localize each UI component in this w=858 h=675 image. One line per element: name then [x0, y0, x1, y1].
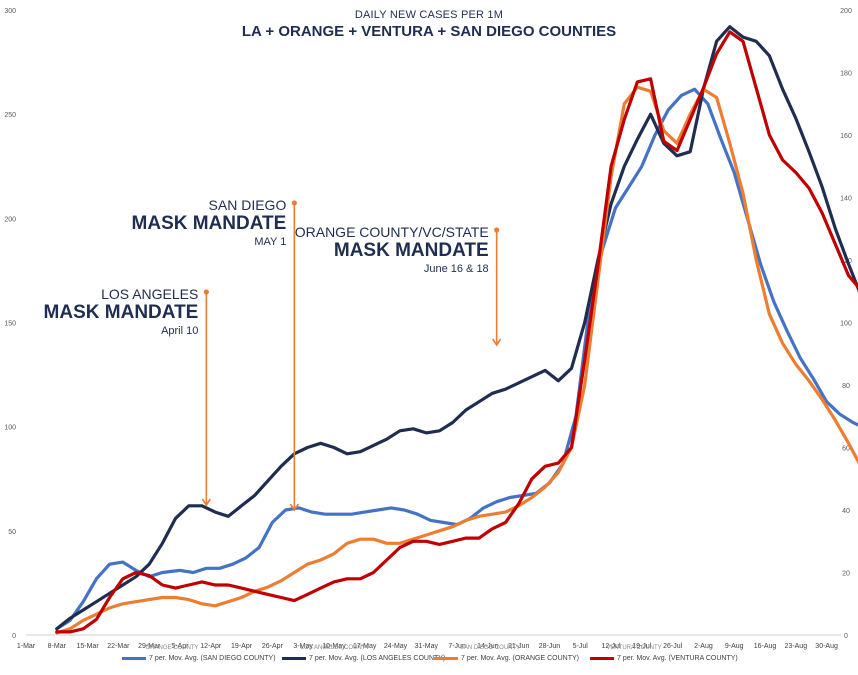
x-tick-label: 26-Jul: [663, 643, 683, 650]
annotation-place: ORANGE COUNTY/VC/STATE: [294, 224, 489, 240]
y-right-tick-label: 20: [842, 571, 850, 578]
y-left-tick-label: 300: [4, 8, 16, 15]
x-tick-label: 31-May: [415, 643, 439, 650]
legend-item-ventura: 7 per. Mov. Avg. (VENTURA COUNTY): [590, 655, 738, 662]
annotation-arrow-dot: [494, 227, 500, 233]
x-tick-label: 19-Apr: [231, 643, 253, 650]
legend-item-los-angeles: 7 per. Mov. Avg. (LOS ANGELES COUNTY): [282, 655, 445, 662]
series-line-ventura: [55, 30, 858, 634]
y-left-tick-label: 100: [4, 425, 16, 432]
y-right-tick-label: 40: [842, 508, 850, 515]
x-tick-label: 14-Jun: [477, 643, 499, 650]
y-right-tick-label: 180: [840, 71, 852, 78]
legend-label: 7 per. Mov. Avg. (SAN DIEGO COUNTY): [149, 655, 276, 662]
x-tick-label: 30-Aug: [815, 643, 838, 650]
x-tick-label: 2-Aug: [694, 643, 713, 650]
annotation-date: MAY 1: [254, 236, 287, 248]
annotation-label: MASK MANDATE: [333, 240, 489, 261]
legend-label: 7 per. Mov. Avg. (ORANGE COUNTY): [461, 655, 579, 662]
annotation-arrow-head: [201, 498, 212, 507]
x-tick-label: 12-Apr: [200, 643, 222, 650]
x-tick-label: 12-Jul: [602, 643, 622, 650]
annotation-arrow-head: [492, 338, 502, 347]
y-left-tick-label: 0: [12, 633, 16, 640]
x-tick-label: 7-Jun: [448, 643, 466, 650]
series-line-san-diego: [55, 87, 858, 631]
annotation-label: MASK MANDATE: [43, 302, 199, 323]
x-tick-label: 19-Jul: [632, 643, 652, 650]
y-right-tick-label: 160: [840, 133, 852, 140]
legend-label: 7 per. Mov. Avg. (LOS ANGELES COUNTY): [309, 655, 446, 662]
chart-title: LA + ORANGE + VENTURA + SAN DIEGO COUNTI…: [241, 23, 617, 40]
y-right-tick-label: 200: [840, 8, 852, 15]
x-tick-label: 9-Aug: [725, 643, 744, 650]
y-right-tick-label: 60: [842, 446, 850, 453]
legend-swatch: [282, 656, 306, 660]
y-right-tick-label: 140: [840, 196, 852, 203]
annotation-place: SAN DIEGO: [208, 197, 287, 213]
x-tick-label: 24-May: [384, 643, 408, 650]
annotation-date: June 16 & 18: [423, 263, 489, 275]
y-right-tick-label: 80: [842, 383, 850, 390]
y-left-tick-label: 200: [4, 216, 16, 223]
x-tick-label: 16-Aug: [754, 643, 777, 650]
legend-item-orange: 7 per. Mov. Avg. (ORANGE COUNTY): [434, 655, 579, 662]
x-tick-label: 21-Jun: [508, 643, 530, 650]
x-tick-label: 10-May: [322, 643, 346, 650]
annotation-place: LOS ANGELES: [101, 286, 199, 302]
y-right-tick-label: 0: [844, 633, 848, 640]
x-tick-label: 22-Mar: [107, 643, 130, 650]
annotation-label: MASK MANDATE: [131, 213, 287, 234]
annotation-san-diego: SAN DIEGO MASK MANDATE MAY 1: [132, 197, 287, 248]
x-tick-label: 15-Mar: [76, 643, 99, 650]
legend-item-san-diego: 7 per. Mov. Avg. (SAN DIEGO COUNTY): [122, 655, 276, 662]
legend-swatch: [590, 656, 614, 660]
faint-series-label: SAN DIEGO COUNTY: [460, 645, 520, 651]
legend-swatch: [434, 656, 458, 660]
faint-series-label: VENTURA COUNTY: [606, 645, 661, 651]
x-tick-label: 5-Jul: [573, 643, 589, 650]
series-line-los-angeles: [55, 25, 858, 631]
annotation-date: April 10: [161, 325, 199, 337]
x-tick-label: 28-Jun: [539, 643, 561, 650]
annotation-los-angeles: LOS ANGELES MASK MANDATE April 10: [44, 286, 199, 337]
annotation-arrow-dot: [203, 289, 209, 295]
x-tick-label: 8-Mar: [48, 643, 67, 650]
x-tick-label: 1-Mar: [17, 643, 36, 650]
faint-series-label: ORANGE COUNTY: [145, 645, 198, 651]
legend-swatch: [122, 656, 146, 660]
legend: 7 per. Mov. Avg. (SAN DIEGO COUNTY) 7 pe…: [0, 655, 858, 669]
x-tick-label: 26-Apr: [262, 643, 284, 650]
legend-label: 7 per. Mov. Avg. (VENTURA COUNTY): [617, 655, 738, 662]
x-tick-label: 29-Mar: [138, 643, 161, 650]
faint-series-label: LOS ANGELES COUNTY: [301, 645, 370, 651]
y-right-tick-label: 100: [840, 321, 852, 328]
chart-subtitle: DAILY NEW CASES PER 1M: [354, 9, 504, 21]
y-left-tick-label: 250: [4, 112, 16, 119]
series-line-orange: [55, 85, 858, 635]
x-tick-label: 17-May: [353, 643, 377, 650]
x-tick-label: 23-Aug: [785, 643, 808, 650]
annotation-arrow-head: [289, 503, 299, 512]
annotation-arrow-dot: [291, 200, 297, 206]
y-left-tick-label: 50: [8, 529, 16, 536]
y-left-tick-label: 150: [4, 321, 16, 328]
x-tick-label: 3-May: [293, 643, 313, 650]
annotation-orange-vc-state: ORANGE COUNTY/VC/STATE MASK MANDATE June 1…: [295, 224, 489, 275]
x-tick-label: 5-Apr: [171, 643, 189, 650]
